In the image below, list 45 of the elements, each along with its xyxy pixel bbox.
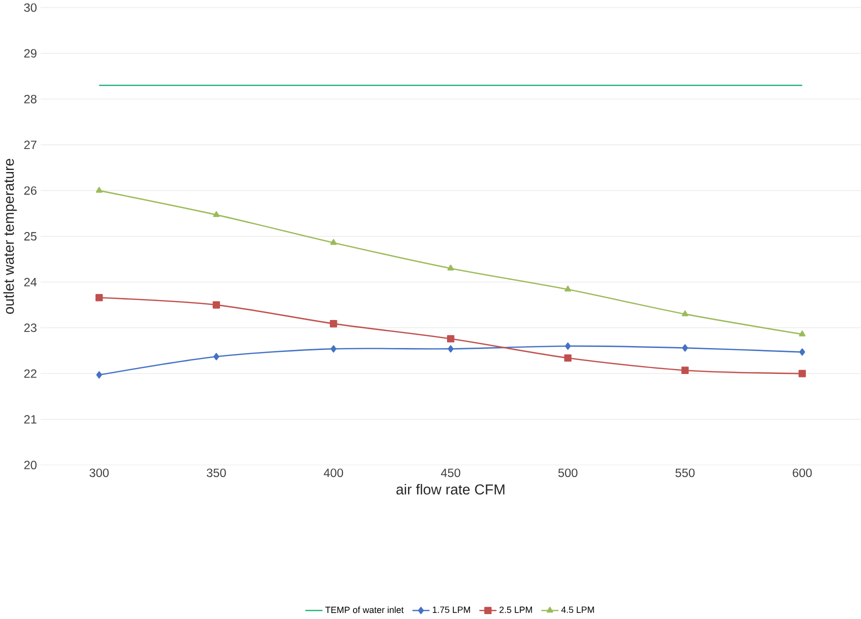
y-tick-label: 29 [24,49,36,58]
point [798,330,806,337]
legend-label: TEMP of water inlet [325,606,404,614]
y-tick-label: 27 [24,140,36,150]
x-tick-label: 450 [440,468,460,478]
x-tick-label: 350 [206,468,226,478]
y-tick-label: 22 [24,370,36,378]
point [330,345,336,353]
y-tick-label: 20 [24,461,37,470]
y-tick-label: 26 [24,186,36,196]
point [681,366,689,374]
point [682,310,688,316]
point [96,372,102,379]
y-tick-label: 25 [24,232,37,241]
y-tick-label: 30 [24,4,37,12]
x-axis-title: air flow rate CFM [396,484,504,495]
point [448,345,454,353]
point [564,286,572,292]
legend-label: 2.5 LPM [500,606,532,614]
point [564,354,572,362]
point [447,264,454,271]
x-tick-label: 600 [792,468,812,478]
y-tick-label: 24 [24,278,37,286]
legend-label: 1.75 LPM [432,606,470,614]
x-tick-label: 400 [324,468,344,478]
point [213,353,220,361]
x-tick-label: 500 [558,468,578,478]
y-tick-label: 28 [24,95,36,104]
point [798,370,806,378]
x-tick-label: 300 [90,468,109,478]
point [799,348,806,356]
y-tick-label: 23 [24,324,36,332]
point [330,320,338,328]
point [564,342,571,350]
point [212,302,220,309]
point [96,187,102,193]
y-axis-title: outlet water temperature [3,159,17,314]
point [330,239,337,246]
point [213,211,220,218]
point [447,335,454,343]
y-tick-label: 21 [24,415,36,424]
legend-label: 4.5 LPM [561,606,594,614]
x-tick-label: 550 [676,468,695,478]
point [95,294,103,302]
point [682,344,688,352]
